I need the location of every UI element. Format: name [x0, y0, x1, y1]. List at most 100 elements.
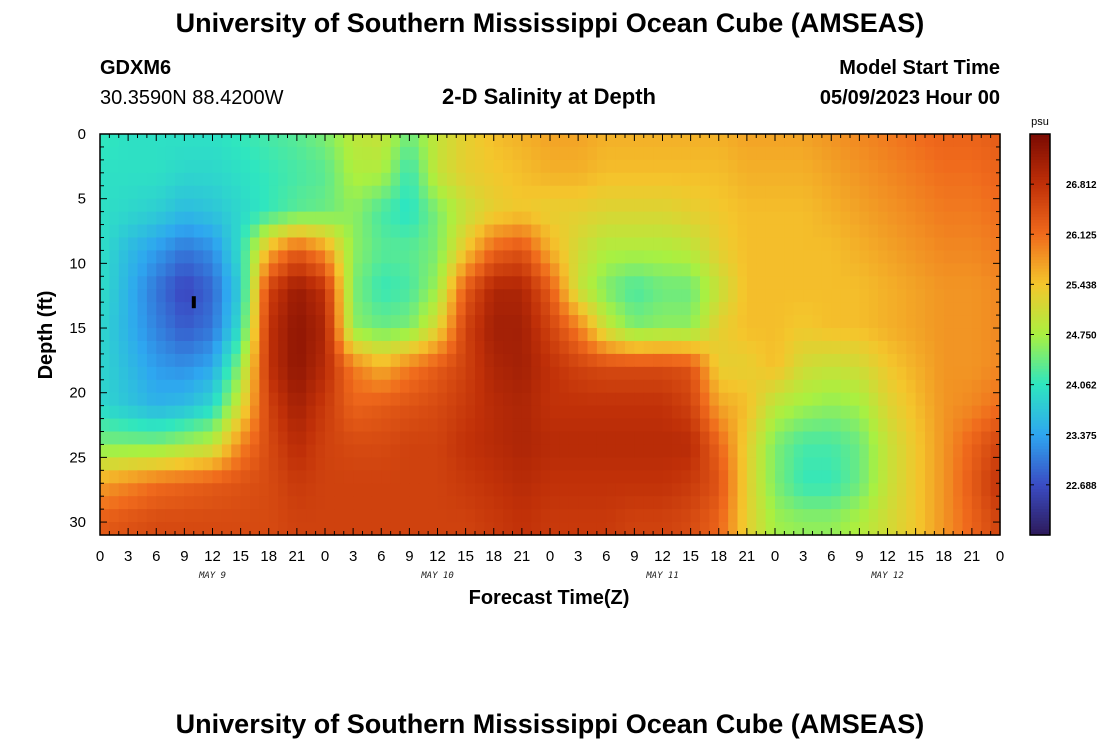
heatmap-cell [484, 457, 495, 471]
heatmap-cell [887, 250, 898, 264]
heatmap-cell [400, 237, 410, 252]
heatmap-cell [268, 392, 279, 407]
heatmap-cell [325, 509, 335, 523]
heatmap-cell [503, 302, 514, 316]
heatmap-cell [887, 509, 898, 523]
heatmap-cell [240, 483, 251, 497]
heatmap-cell [606, 250, 617, 264]
heatmap-cell [259, 224, 270, 239]
heatmap-cell [268, 198, 279, 213]
heatmap-cell [990, 276, 1001, 290]
heatmap-cell [231, 431, 242, 446]
heatmap-cell [934, 457, 945, 471]
heatmap-cell [531, 483, 542, 497]
heatmap-cell [953, 366, 964, 381]
heatmap-cell [709, 134, 720, 148]
colorbar-swatch [1030, 154, 1050, 158]
heatmap-cell [306, 444, 317, 458]
heatmap-cell [221, 289, 232, 303]
heatmap-cell [193, 211, 204, 226]
heatmap-cell [212, 379, 223, 394]
heatmap-cell [990, 224, 1001, 239]
heatmap-cell [278, 211, 289, 226]
heatmap-cell [390, 470, 401, 484]
heatmap-cell [868, 444, 879, 458]
heatmap-cell [756, 146, 767, 161]
heatmap-cell [550, 366, 560, 381]
heatmap-cell [990, 211, 1001, 226]
heatmap-cell [775, 522, 785, 536]
heatmap-cell [550, 444, 560, 458]
heatmap-cell [615, 224, 626, 239]
heatmap-cell [212, 276, 223, 290]
heatmap-cell [868, 185, 879, 200]
heatmap-cell [503, 470, 514, 484]
heatmap-cell [231, 276, 242, 290]
heatmap-cell [606, 509, 617, 523]
heatmap-cell [212, 315, 223, 329]
colorbar-swatch [1030, 506, 1050, 510]
heatmap-cell [156, 483, 167, 497]
heatmap-cell [278, 340, 289, 355]
heatmap-cell [353, 289, 364, 303]
heatmap-cell [118, 302, 129, 316]
heatmap-cell [896, 159, 907, 174]
heatmap-cell [400, 340, 410, 355]
heatmap-cell [709, 483, 720, 497]
heatmap-cell [231, 483, 242, 497]
heatmap-cell [653, 328, 664, 342]
heatmap-cell [690, 315, 701, 329]
colorbar-swatch [1030, 374, 1050, 379]
heatmap-cell [878, 250, 889, 264]
heatmap-cell [231, 457, 242, 471]
heatmap-cell [212, 198, 223, 213]
heatmap-cell [184, 198, 195, 213]
heatmap-cell [137, 289, 148, 303]
heatmap-cell [118, 198, 129, 213]
heatmap-cell [690, 224, 701, 239]
heatmap-cell [803, 379, 814, 394]
heatmap-cell [990, 470, 1001, 484]
colorbar-swatch [1030, 308, 1050, 313]
heatmap-cell [409, 392, 420, 407]
colorbar-swatch [1030, 394, 1050, 399]
heatmap-cell [671, 237, 682, 252]
heatmap-cell [193, 185, 204, 200]
heatmap-cell [775, 431, 785, 446]
heatmap-cell [540, 418, 551, 433]
colorbar-swatch [1030, 314, 1050, 318]
heatmap-cell [821, 250, 832, 264]
heatmap-cell [446, 211, 457, 226]
colorbar-swatch [1030, 440, 1050, 444]
heatmap-cell [896, 224, 907, 239]
heatmap-cell [465, 224, 476, 239]
colorbar-swatch [1030, 451, 1050, 456]
heatmap-cell [812, 302, 823, 316]
heatmap-cell [334, 483, 345, 497]
heatmap-cell [512, 509, 523, 523]
x-tick-label: 18 [260, 548, 277, 565]
heatmap-cell [493, 315, 504, 329]
heatmap-cell [109, 250, 120, 264]
colorbar-swatch [1030, 320, 1050, 324]
heatmap-cell [231, 172, 242, 187]
heatmap-cell [353, 172, 364, 187]
heatmap-cell [165, 224, 176, 239]
heatmap-cell [615, 405, 626, 420]
heatmap-cell [634, 509, 645, 523]
colorbar-swatch [1030, 271, 1050, 275]
heatmap-cell [915, 198, 926, 213]
heatmap-cell [240, 340, 251, 355]
heatmap-cell [859, 250, 870, 264]
colorbar-swatch [1030, 371, 1050, 376]
heatmap-cell [606, 340, 617, 355]
heatmap-cell [287, 353, 298, 368]
heatmap-cell [212, 444, 223, 458]
heatmap-cell [287, 470, 298, 484]
heatmap-cell [296, 470, 307, 484]
heatmap-cell [971, 289, 982, 303]
heatmap-cell [615, 263, 626, 277]
heatmap-cell [165, 470, 176, 484]
heatmap-cell [268, 328, 279, 342]
heatmap-cell [259, 276, 270, 290]
